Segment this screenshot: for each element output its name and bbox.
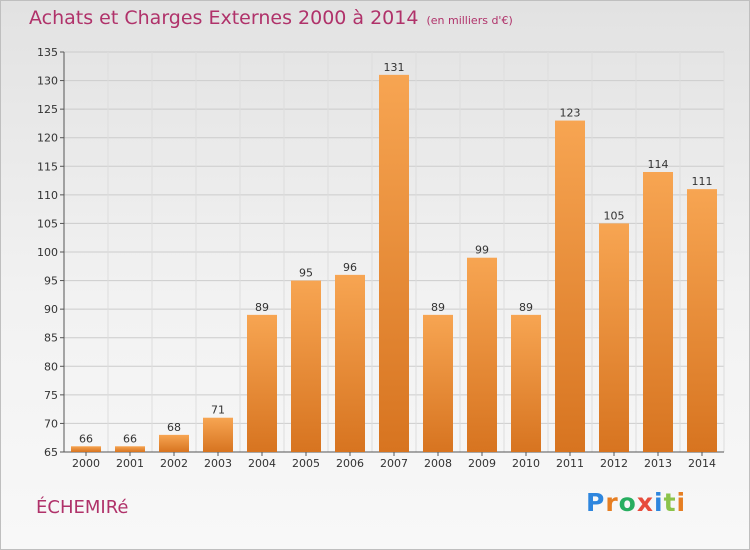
x-tick-label-2014: 2014 [688, 457, 716, 470]
value-label-2014: 111 [692, 175, 713, 188]
y-tick-label: 65 [44, 446, 58, 459]
x-tick-label-2009: 2009 [468, 457, 496, 470]
x-tick-label-2003: 2003 [204, 457, 232, 470]
bar-2001 [115, 446, 145, 452]
bar-2002 [159, 434, 189, 452]
x-tick-label-2005: 2005 [292, 457, 320, 470]
bar-2003 [203, 417, 233, 452]
bar-2009 [467, 257, 497, 452]
title-row: Achats et Charges Externes 2000 à 2014 (e… [29, 7, 513, 29]
bar-2007 [379, 74, 409, 452]
bar-layer [71, 74, 717, 453]
value-label-2010: 89 [519, 301, 533, 314]
value-label-2011: 123 [560, 107, 581, 120]
value-label-2013: 114 [648, 158, 669, 171]
bar-2008 [423, 314, 453, 452]
axis-layer: 65 70 75 80 85 90 95 100 105 110 115 120 125 130 135 [37, 46, 724, 459]
y-tick-label: 90 [44, 303, 58, 316]
y-tick-label: 135 [37, 46, 58, 59]
y-tick-label: 120 [37, 132, 58, 145]
value-label-2007: 131 [384, 61, 405, 74]
x-tick-label-2004: 2004 [248, 457, 276, 470]
value-label-2005: 95 [299, 267, 313, 280]
bar-2010 [511, 314, 541, 452]
brand-letter: x [636, 488, 654, 517]
x-tick-label-2001: 2001 [116, 457, 144, 470]
bar-2004 [247, 314, 277, 452]
y-tick-label: 130 [37, 75, 58, 88]
x-tick-label-2008: 2008 [424, 457, 452, 470]
brand-letter: P [586, 488, 606, 517]
value-label-2003: 71 [211, 404, 225, 417]
y-tick-label: 110 [37, 189, 58, 202]
bar-2011 [555, 120, 585, 453]
bar-2014 [687, 189, 717, 452]
x-tick-label-2013: 2013 [644, 457, 672, 470]
brand-letter: i [676, 488, 687, 517]
bar-2000 [71, 446, 101, 452]
brand-logo[interactable]: Proxiti [586, 488, 686, 517]
chart-title: Achats et Charges Externes 2000 à 2014 [29, 7, 419, 29]
y-tick-label: 85 [44, 332, 58, 345]
x-tick-label-2010: 2010 [512, 457, 540, 470]
value-label-2001: 66 [123, 432, 137, 445]
bar-2006 [335, 274, 365, 452]
value-label-2012: 105 [604, 209, 625, 222]
bar-2013 [643, 172, 673, 452]
y-tick-label: 115 [37, 160, 58, 173]
value-label-2000: 66 [79, 432, 93, 445]
bar-2012 [599, 223, 629, 452]
label-layer: 66 2000 66 2001 68 2002 71 2003 89 2004 95 2005 96 20… [72, 61, 716, 470]
value-label-2006: 96 [343, 261, 357, 274]
brand-letter: o [618, 488, 637, 517]
y-tick-label: 80 [44, 360, 58, 373]
y-tick-label: 70 [44, 417, 58, 430]
bar-2005 [291, 280, 321, 452]
brand-letter: i [654, 488, 664, 517]
value-label-2002: 68 [167, 421, 181, 434]
y-tick-label: 125 [37, 103, 58, 116]
value-label-2008: 89 [431, 301, 445, 314]
brand-letter: r [605, 488, 619, 517]
y-tick-label: 105 [37, 217, 58, 230]
x-tick-label-2007: 2007 [380, 457, 408, 470]
commune-name: ÉCHEMIRé [36, 497, 129, 518]
chart-unit: (en milliers d'€) [426, 14, 513, 27]
y-tick-label: 100 [37, 246, 58, 259]
y-tick-label: 95 [44, 275, 58, 288]
y-tick-label: 75 [44, 389, 58, 402]
x-tick-label-2012: 2012 [600, 457, 628, 470]
x-tick-label-2002: 2002 [160, 457, 188, 470]
value-label-2009: 99 [475, 244, 489, 257]
x-tick-label-2011: 2011 [556, 457, 584, 470]
x-tick-label-2006: 2006 [336, 457, 364, 470]
x-tick-label-2000: 2000 [72, 457, 100, 470]
brand-letter: t [663, 488, 677, 517]
value-label-2004: 89 [255, 301, 269, 314]
